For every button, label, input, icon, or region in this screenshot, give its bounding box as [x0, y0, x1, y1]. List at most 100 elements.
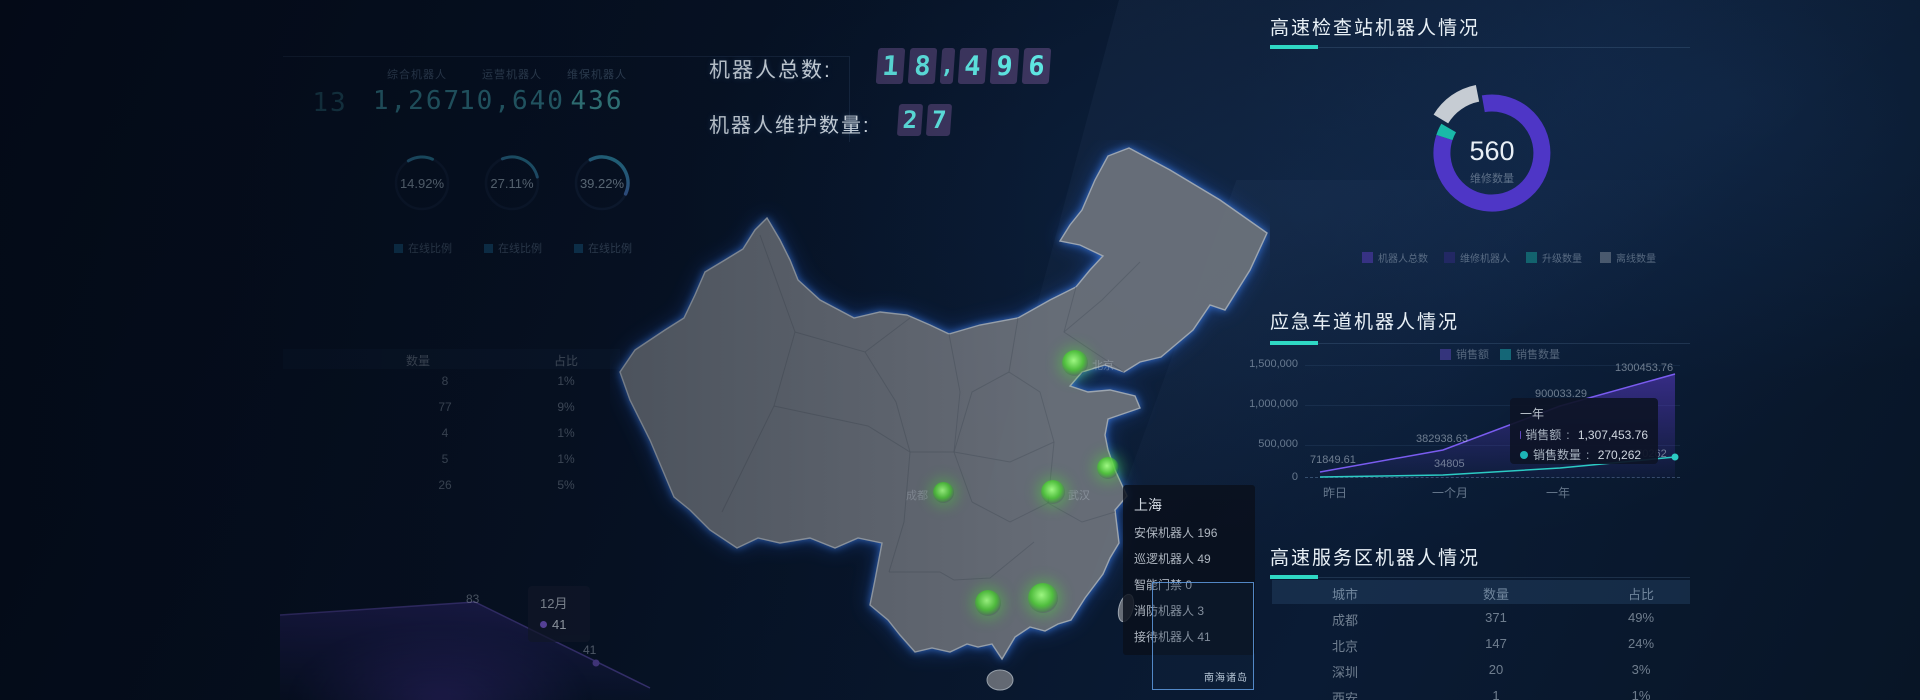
donut-legend-item[interactable]: 机器人总数	[1362, 250, 1428, 265]
digit: 8	[907, 48, 938, 84]
series-dot	[1520, 450, 1528, 459]
table-cell: 26	[438, 478, 452, 492]
digit: 6	[1021, 48, 1052, 84]
inset-label: 南海诸岛	[1204, 673, 1248, 684]
table-cell-city: 成都	[1332, 613, 1359, 628]
city-label-wuhan: 武汉	[1068, 490, 1090, 502]
mini-area-chart[interactable]	[270, 555, 670, 700]
table-cell: 9%	[557, 400, 575, 414]
map-marker-nanning[interactable]	[975, 590, 1001, 616]
table-cell: 8	[441, 374, 449, 388]
mini-chart-tooltip: 12月 41	[528, 586, 590, 642]
panel-checkpoint-title: 高速检查站机器人情况	[1270, 18, 1481, 39]
tooltip-row-value: 49	[1197, 552, 1211, 566]
map-marker-wuhan[interactable]	[1041, 480, 1065, 504]
stat-label: 综合机器人	[387, 69, 447, 81]
legend-swatch	[1600, 252, 1611, 263]
left-table-header: 数量	[405, 354, 430, 368]
total-robots-display: 1 8 , 4 9 6	[875, 48, 1055, 84]
table-cell-percent: 1%	[1631, 688, 1651, 700]
map-marker-guangzhou[interactable]	[1028, 583, 1058, 613]
panel-service-title: 高速服务区机器人情况	[1270, 548, 1481, 569]
hainan-island	[986, 669, 1014, 691]
digit: 7	[925, 104, 953, 136]
panel-accent	[1270, 45, 1318, 49]
donut-legend-item[interactable]: 升级数量	[1526, 250, 1582, 265]
panel-underline	[1270, 47, 1690, 48]
donut-legend-item[interactable]: 离线数量	[1600, 250, 1656, 265]
series-end-point	[1671, 453, 1679, 461]
stat-value: 1,267	[372, 86, 462, 116]
digit: 2	[896, 104, 924, 136]
tooltip-title: 一年	[1520, 407, 1545, 421]
tooltip-row-value: 196	[1197, 526, 1218, 540]
emergency-chart-tooltip: 一年 销售额: 1,307,453.76 销售数量: 270,262	[1510, 398, 1658, 464]
stat-value: 436	[570, 86, 624, 116]
table-cell-city: 西安	[1332, 691, 1359, 700]
x-axis-tick: 昨日	[1322, 486, 1348, 500]
legend-swatch	[484, 243, 493, 253]
table-cell: 1%	[557, 374, 575, 388]
table-cell-count: 1	[1492, 688, 1500, 700]
gauge-legend: 在线比例	[574, 240, 632, 256]
donut-center-label: 维修数量	[1470, 173, 1514, 185]
map-tooltip-title: 上海	[1134, 497, 1162, 513]
map-marker-chengdu[interactable]	[933, 482, 954, 503]
gauge-value: 14.92%	[399, 176, 445, 191]
donut-legend-item[interactable]: 维修机器人	[1444, 250, 1510, 265]
y-axis-tick: 500,000	[1258, 438, 1298, 450]
tooltip-month: 12月	[540, 596, 568, 611]
data-label: 34805	[1434, 458, 1465, 470]
legend-swatch	[574, 243, 583, 253]
legend-swatch	[1526, 252, 1537, 263]
city-label-beijing: 北京	[1092, 360, 1114, 372]
table-cell: 5	[441, 452, 449, 466]
donut-center-value: 560	[1469, 136, 1515, 166]
service-table-header: 数量	[1482, 587, 1509, 602]
map-marker-shanghai[interactable]	[1097, 457, 1119, 479]
left-table-header: 占比	[553, 354, 578, 368]
panel-emergency-title: 应急车道机器人情况	[1270, 312, 1460, 333]
digit: 1	[875, 48, 906, 84]
table-cell: 1%	[557, 452, 575, 466]
table-cell: 77	[438, 400, 452, 414]
donut-segment-offline[interactable]	[1433, 84, 1480, 124]
gauge-legend: 在线比例	[394, 240, 452, 256]
x-axis-tick: 一年	[1545, 486, 1571, 500]
tooltip-value: 270,262	[1597, 447, 1642, 462]
gauge-value: 27.11%	[490, 176, 534, 191]
city-label-chengdu: 成都	[906, 490, 928, 502]
table-cell-count: 147	[1485, 636, 1507, 651]
tooltip-value: 1,307,453.76	[1577, 427, 1648, 442]
total-robots-label: 机器人总数:	[709, 59, 832, 82]
tooltip-value: 41	[552, 617, 567, 632]
table-cell-count: 371	[1485, 610, 1507, 625]
table-cell-percent: 24%	[1627, 636, 1655, 651]
data-label: 71849.61	[1310, 454, 1356, 466]
table-cell-city: 深圳	[1332, 665, 1359, 680]
table-cell-percent: 49%	[1627, 610, 1655, 625]
maintenance-robots-label: 机器人维护数量:	[709, 115, 871, 137]
stat-label: 维保机器人	[567, 69, 627, 81]
legend-swatch	[1444, 252, 1455, 263]
table-cell: 1%	[557, 426, 575, 440]
mini-chart-peak-label: 83	[466, 592, 480, 606]
mini-chart-point	[592, 659, 600, 667]
table-cell-percent: 3%	[1631, 662, 1651, 677]
tooltip-label: 销售额	[1525, 428, 1562, 442]
stat-partial-value: 13	[312, 88, 348, 118]
south-china-sea-inset: 南海诸岛	[1152, 582, 1254, 690]
y-axis-tick: 1,500,000	[1249, 358, 1298, 370]
tooltip-label: 销售数量	[1533, 448, 1582, 462]
panel-underline	[1270, 577, 1690, 578]
table-cell: 5%	[557, 478, 575, 492]
digit-comma: ,	[939, 48, 956, 84]
data-label: 1300453.76	[1615, 362, 1674, 374]
map-marker-beijing[interactable]	[1062, 350, 1088, 376]
series-dot	[540, 621, 547, 628]
tooltip-row-label: 巡逻机器人	[1134, 552, 1195, 566]
legend-swatch	[1362, 252, 1373, 263]
table-cell-count: 20	[1488, 662, 1504, 677]
digit: 4	[957, 48, 988, 84]
